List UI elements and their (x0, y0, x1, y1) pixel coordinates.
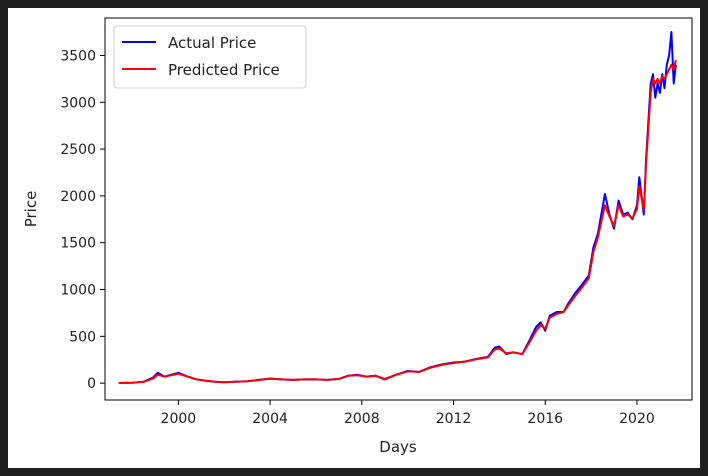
series-line-1 (118, 59, 677, 384)
x-tick-label: 2000 (161, 411, 197, 427)
y-tick-label: 2500 (60, 142, 96, 158)
x-axis: 2000 2004 2008 2012 2016 2020 (161, 400, 655, 427)
y-tick-label: 3500 (60, 48, 96, 64)
y-tick-label: 2000 (60, 189, 96, 205)
legend-label-predicted: Predicted Price (168, 61, 280, 79)
x-axis-title: Days (379, 438, 417, 456)
x-tick-label: 2004 (252, 411, 288, 427)
legend-box (113, 25, 307, 89)
figure: 2000 2004 2008 2012 2016 2020 0 500 1000 1500 200… (8, 8, 700, 468)
legend: Actual Price Predicted Price (113, 25, 307, 89)
y-tick-label: 0 (87, 376, 96, 392)
y-tick-label: 500 (69, 329, 96, 345)
x-tick-label: 2012 (436, 411, 472, 427)
series-layer (118, 31, 677, 384)
y-axis: 0 500 1000 1500 2000 2500 3000 3500 (60, 48, 105, 392)
chart: 2000 2004 2008 2012 2016 2020 0 500 1000 1500 200… (22, 17, 693, 456)
y-tick-label: 1000 (60, 283, 96, 299)
y-tick-label: 1500 (60, 236, 96, 252)
y-axis-title: Price (22, 191, 40, 228)
legend-label-actual: Actual Price (168, 34, 256, 52)
y-tick-label: 3000 (60, 95, 96, 111)
x-tick-label: 2020 (619, 411, 655, 427)
x-tick-label: 2008 (344, 411, 380, 427)
x-tick-label: 2016 (527, 411, 563, 427)
